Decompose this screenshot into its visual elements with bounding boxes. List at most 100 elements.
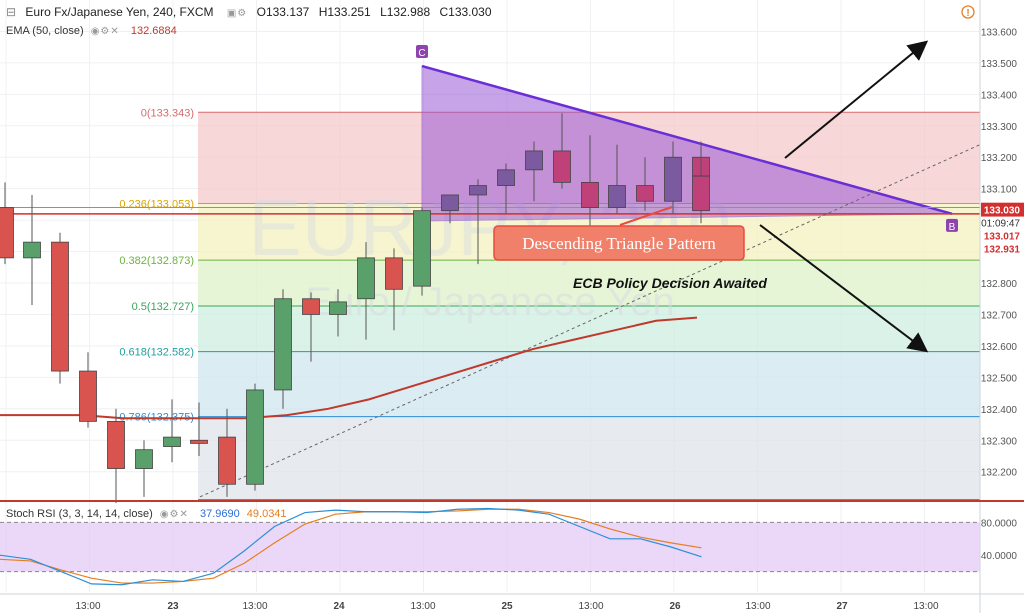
- candle-body[interactable]: [302, 298, 320, 315]
- bullish-arrow: [784, 40, 929, 159]
- time-tick-label: 27: [836, 601, 848, 612]
- time-tick-label: 23: [167, 601, 179, 612]
- stoch-label: Stoch RSI (3, 3, 14, 14, close): [6, 508, 153, 520]
- price-tag-bg: [981, 229, 1024, 243]
- candle-body[interactable]: [79, 370, 97, 422]
- fib-zone: [198, 305, 980, 352]
- candle-body[interactable]: [413, 210, 431, 287]
- candle-body[interactable]: [107, 420, 125, 469]
- fib-level-label: 0.382(132.873): [119, 255, 194, 267]
- close-value: C133.030: [439, 5, 492, 19]
- stoch-k-line: [0, 507, 702, 586]
- candle-body[interactable]: [163, 436, 181, 447]
- price-tick-label: 132.300: [981, 436, 1018, 447]
- countdown-label: 01:09:47: [981, 219, 1020, 230]
- symbol-title: Euro Fx/Japanese Yen, 240, FXCM: [25, 5, 214, 19]
- current-price-label: 133.030: [984, 206, 1021, 217]
- time-tick-label: 24: [333, 601, 345, 612]
- time-tick-label: 13:00: [745, 601, 770, 612]
- ema-legend: EMA (50, close) ◉⚙✕ 132.6884: [6, 25, 177, 37]
- price-tick-label: 132.500: [981, 373, 1018, 384]
- open-value: O133.137: [256, 5, 310, 19]
- high-value: H133.251: [318, 5, 371, 19]
- stoch-d-line: [0, 508, 702, 584]
- ema-value: 132.6884: [130, 25, 177, 37]
- ema-settings-icons[interactable]: ◉⚙✕: [90, 26, 120, 37]
- pattern-pointer: [619, 206, 673, 226]
- candle-body[interactable]: [0, 207, 14, 259]
- fib-zone: [198, 351, 980, 417]
- fib-level-label: 0.618(132.582): [119, 347, 194, 359]
- candle-body[interactable]: [218, 436, 236, 485]
- price-tick-label: 132.800: [981, 279, 1018, 290]
- candle-body[interactable]: [553, 150, 571, 183]
- time-tick-label: 13:00: [913, 601, 938, 612]
- fib-level-label: 0.5(132.727): [132, 301, 194, 313]
- price-tick-label: 133.300: [981, 122, 1018, 133]
- ema-label: EMA (50, close): [6, 25, 84, 37]
- time-tick-label: 13:00: [578, 601, 603, 612]
- fib-level-label: 0(133.343): [141, 107, 194, 119]
- alert-icon[interactable]: [961, 5, 975, 19]
- candle-body[interactable]: [692, 175, 710, 212]
- price-tick-label: 133.100: [981, 185, 1018, 196]
- fib-level-label: 0.236(133.053): [119, 198, 194, 210]
- stoch-rsi-legend: Stoch RSI (3, 3, 14, 14, close) ◉⚙✕ 37.9…: [6, 508, 287, 520]
- candle-body[interactable]: [608, 185, 626, 208]
- event-label-text: ECB Policy Decision Awaited: [573, 275, 767, 291]
- triangle-point-marker: [416, 45, 428, 59]
- bearish-arrow: [759, 224, 929, 353]
- settings-icons[interactable]: ▣⚙: [226, 8, 248, 19]
- fib-zone: [198, 416, 980, 500]
- chart-header: ⊟ Euro Fx/Japanese Yen, 240, FXCM ▣⚙ O13…: [6, 5, 498, 19]
- candle-body[interactable]: [51, 241, 69, 372]
- price-tick-label: 132.600: [981, 342, 1018, 353]
- price-tick-label: 132.700: [981, 310, 1018, 321]
- candle-body[interactable]: [329, 301, 347, 315]
- candle-body[interactable]: [135, 449, 153, 469]
- candle-body[interactable]: [357, 257, 375, 300]
- candle-body[interactable]: [441, 194, 459, 212]
- price-tick-label: 133.200: [981, 153, 1018, 164]
- price-tick-label: 133.500: [981, 59, 1018, 70]
- time-tick-label: 25: [501, 601, 513, 612]
- price-tick-label: 132.400: [981, 405, 1018, 416]
- dashed-trendline: [199, 144, 981, 498]
- low-value: L132.988: [380, 5, 431, 19]
- triangle-point-label: C: [418, 48, 425, 59]
- triangle-upper-line: [421, 64, 953, 216]
- time-tick-label: 13:00: [242, 601, 267, 612]
- candle-body[interactable]: [469, 185, 487, 196]
- candle-body[interactable]: [23, 241, 41, 259]
- time-tick-label: 13:00: [410, 601, 435, 612]
- candle-body[interactable]: [664, 156, 682, 202]
- candle-body[interactable]: [581, 181, 599, 208]
- stoch-settings-icons[interactable]: ◉⚙✕: [159, 509, 189, 520]
- time-tick-label: 13:00: [75, 601, 100, 612]
- countdown-tag: [981, 216, 1024, 230]
- price-tag-label: 133.017: [984, 232, 1021, 243]
- time-tick-label: 26: [669, 601, 681, 612]
- candle-body[interactable]: [525, 150, 543, 171]
- collapse-icon[interactable]: ⊟: [6, 5, 17, 19]
- price-tick-label: 132.200: [981, 468, 1018, 479]
- pattern-label-text: Descending Triangle Pattern: [522, 234, 716, 253]
- candle-body[interactable]: [385, 257, 403, 290]
- candle-body[interactable]: [274, 298, 292, 391]
- stoch-band: [0, 522, 980, 572]
- fib-zone: [198, 260, 980, 306]
- triangle-point-label: B: [949, 222, 956, 233]
- current-price-tag: [981, 202, 1024, 217]
- stoch-k-value: 37.9690: [199, 508, 240, 520]
- price-tag-label: 132.931: [984, 245, 1021, 256]
- price-tick-label: 133.600: [981, 27, 1018, 38]
- stoch-tick-label: 80.0000: [981, 518, 1018, 529]
- triangle-point-marker: [946, 218, 958, 232]
- stoch-d-value: 49.0341: [246, 508, 287, 520]
- candle-body[interactable]: [190, 439, 208, 444]
- candle-body[interactable]: [246, 389, 264, 485]
- candle-body[interactable]: [636, 185, 654, 202]
- candle-body[interactable]: [497, 169, 515, 186]
- price-tag-bg: [981, 242, 1024, 256]
